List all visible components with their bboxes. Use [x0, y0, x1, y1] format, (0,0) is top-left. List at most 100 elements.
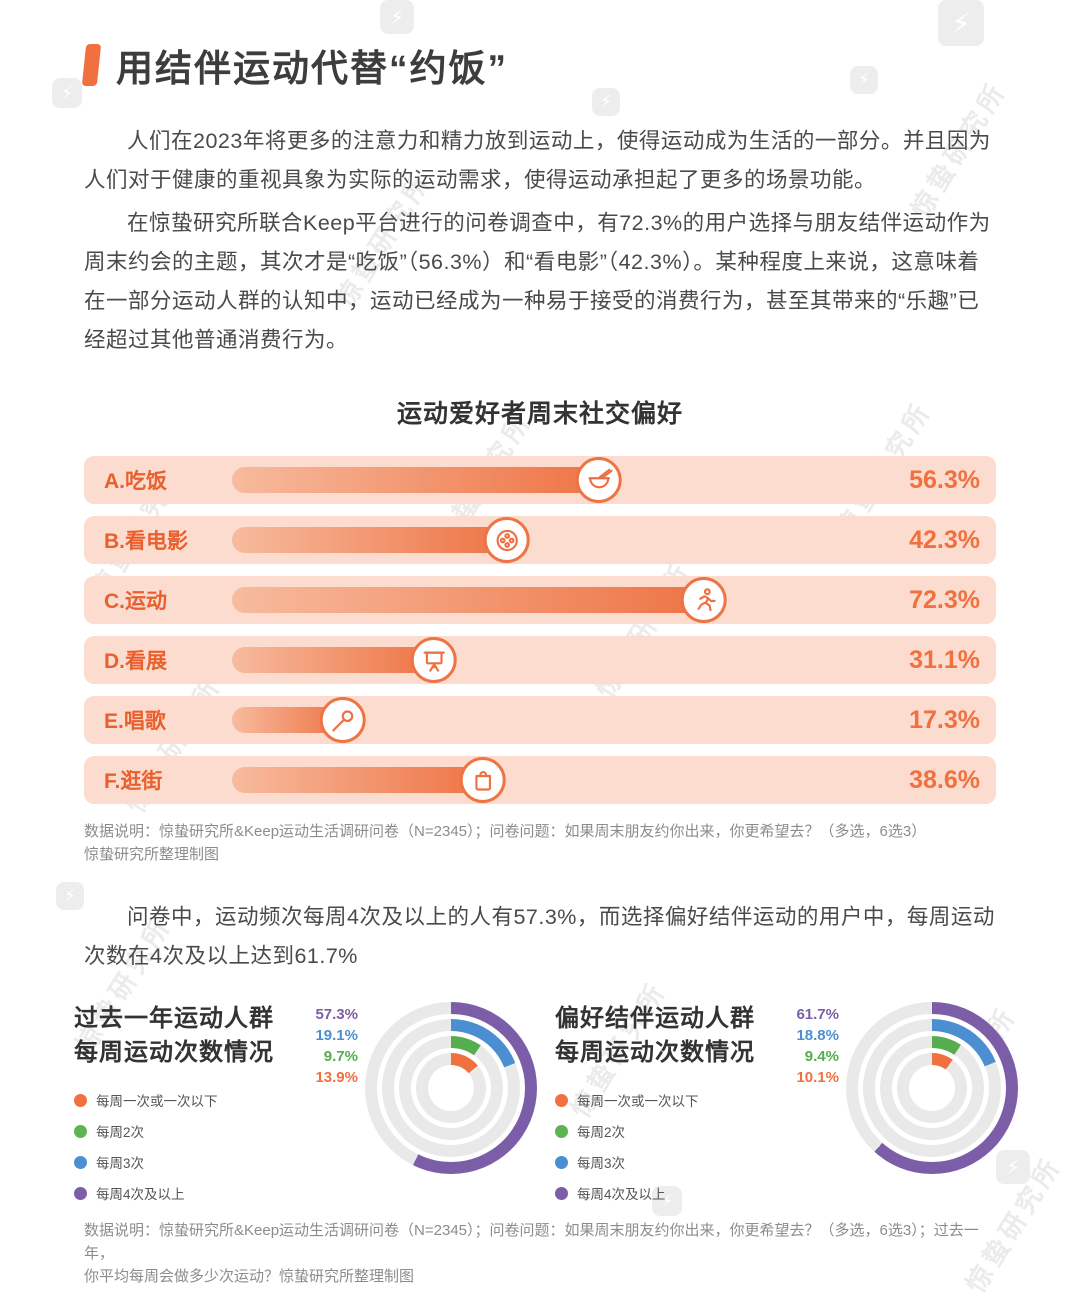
legend-label: 每周一次或一次以下 [577, 1094, 699, 1109]
donut-charts-section: 过去一年运动人群 每周运动次数情况 每周一次或一次以下 每周2次 每周3次 每周4次及… [74, 1002, 1018, 1203]
bar-row: C.运动 72.3% [84, 576, 996, 624]
bar-category-label: F.逛街 [104, 770, 163, 793]
bottom-note: 数据说明：惊蛰研究所&Keep运动生活调研问卷（N=2345）；问卷问题：如果周… [84, 1219, 996, 1288]
donut-value-label: 57.3% [315, 1006, 358, 1023]
donut-values: 57.3% 19.1% 9.7% 13.9% [302, 1002, 358, 1088]
donut-legend: 每周一次或一次以下 每周2次每周3次每周4次及以上 [555, 1090, 783, 1203]
page-header: 用结伴运动代替“约饭” [81, 38, 996, 92]
legend-item: 每周4次及以上 [555, 1183, 783, 1203]
legend-label: 每周一次或一次以下 [96, 1094, 218, 1109]
bar-row: F.逛街 38.6% [84, 756, 996, 804]
note-line: 你平均每周会做多少次运动？惊蛰研究所整理制图 [84, 1268, 415, 1285]
bar-fill [232, 647, 437, 673]
legend-color-dot [74, 1124, 87, 1138]
bar-track [232, 516, 888, 564]
bar-fill [232, 467, 602, 493]
bar-value-label: 42.3% [909, 525, 980, 554]
bar-value-label: 38.6% [909, 765, 980, 794]
donut-block-past-year: 过去一年运动人群 每周运动次数情况 每周一次或一次以下 每周2次每周3次每周4次及… [74, 1002, 537, 1203]
bar-track [232, 636, 888, 684]
donut-title-line2: 每周运动次数情况 [74, 1039, 274, 1066]
bar-category-label: A.吃饭 [104, 470, 167, 493]
donut-value-label: 9.7% [323, 1048, 358, 1065]
legend-label: 每周3次 [577, 1156, 626, 1171]
legend-item: 每周2次 [74, 1121, 302, 1141]
bar-fill [232, 527, 510, 553]
legend-color-dot [74, 1186, 87, 1200]
page-title: 用结伴运动代替“约饭” [116, 48, 508, 89]
bar-fill [232, 767, 486, 793]
intro-paragraph-1: 人们在2023年将更多的注意力和精力放到运动上，使得运动成为生活的一部分。并且因… [84, 129, 991, 192]
donut-left-column: 偏好结伴运动人群 每周运动次数情况 每周一次或一次以下 每周2次每周3次每周4次及… [555, 1002, 783, 1203]
runner-icon [680, 577, 727, 623]
legend-label: 每周4次及以上 [96, 1187, 185, 1202]
microphone-icon [320, 697, 367, 743]
donut-title: 偏好结伴运动人群 每周运动次数情况 [555, 1002, 783, 1070]
note-line: 数据说明：惊蛰研究所&Keep运动生活调研问卷（N=2345）；问卷问题：如果周… [84, 823, 927, 840]
bar-value-label: 56.3% [909, 465, 980, 494]
bar-chart-note: 数据说明：惊蛰研究所&Keep运动生活调研问卷（N=2345）；问卷问题：如果周… [84, 820, 996, 866]
bar-chart: A.吃饭 56.3% B.看电影 42.3% C.运动 72.3% D.看展 31.1% E.唱… [84, 456, 996, 804]
donut-value-label: 18.8% [796, 1027, 839, 1044]
legend-color-dot [555, 1124, 568, 1138]
legend-label: 每周2次 [96, 1125, 145, 1140]
bar-category-label: C.运动 [104, 590, 167, 613]
donut-chart [365, 1002, 537, 1174]
donut-chart [846, 1002, 1018, 1174]
legend-label: 每周3次 [96, 1156, 145, 1171]
donut-title-line2: 每周运动次数情况 [555, 1039, 755, 1066]
bar-row: D.看展 31.1% [84, 636, 996, 684]
donut-value-label: 61.7% [796, 1006, 839, 1023]
film-reel-icon [484, 517, 531, 563]
legend-color-dot [555, 1186, 568, 1200]
donut-value-label: 10.1% [796, 1069, 839, 1086]
note-line: 惊蛰研究所整理制图 [84, 846, 220, 863]
shopping-bag-icon [459, 757, 506, 803]
legend-color-dot [74, 1093, 87, 1107]
bar-track [232, 456, 888, 504]
bar-track [232, 756, 888, 804]
donut-ring-gap [909, 1065, 955, 1111]
donut-value-label: 9.4% [804, 1048, 839, 1065]
bar-row: A.吃饭 56.3% [84, 456, 996, 504]
bar-value-label: 72.3% [909, 585, 980, 614]
legend-color-dot [555, 1093, 568, 1107]
legend-item: 每周一次或一次以下 [555, 1090, 783, 1110]
bar-track [232, 576, 888, 624]
legend-item: 每周3次 [74, 1152, 302, 1172]
donut-ring-gap [428, 1065, 474, 1111]
bar-value-label: 17.3% [909, 705, 980, 734]
legend-item: 每周4次及以上 [74, 1183, 302, 1203]
bar-row: B.看电影 42.3% [84, 516, 996, 564]
legend-color-dot [74, 1155, 87, 1169]
donut-left-column: 过去一年运动人群 每周运动次数情况 每周一次或一次以下 每周2次每周3次每周4次及… [74, 1002, 302, 1203]
note-line: 数据说明：惊蛰研究所&Keep运动生活调研问卷（N=2345）；问卷问题：如果周… [84, 1222, 979, 1262]
legend-item: 每周3次 [555, 1152, 783, 1172]
easel-icon [410, 637, 457, 683]
donut-legend: 每周一次或一次以下 每周2次每周3次每周4次及以上 [74, 1090, 302, 1203]
donut-title-line1: 过去一年运动人群 [74, 1005, 274, 1032]
legend-label: 每周2次 [577, 1125, 626, 1140]
bar-category-label: E.唱歌 [104, 710, 166, 733]
bar-value-label: 31.1% [909, 645, 980, 674]
donut-values: 61.7% 18.8% 9.4% 10.1% [783, 1002, 839, 1088]
donut-title: 过去一年运动人群 每周运动次数情况 [74, 1002, 302, 1070]
intro-paragraph-2: 在惊蛰研究所联合Keep平台进行的问卷调查中，有72.3%的用户选择与朋友结伴运… [84, 211, 991, 352]
legend-color-dot [555, 1155, 568, 1169]
middle-paragraph: 问卷中，运动频次每周4次及以上的人有57.3%，而选择偏好结伴运动的用户中，每周… [84, 905, 995, 968]
bar-fill [232, 587, 707, 613]
bar-chart-title: 运动爱好者周末社交偏好 [396, 400, 683, 428]
bar-row: E.唱歌 17.3% [84, 696, 996, 744]
bar-track [232, 696, 888, 744]
donut-block-companion-preference: 偏好结伴运动人群 每周运动次数情况 每周一次或一次以下 每周2次每周3次每周4次及… [555, 1002, 1018, 1203]
legend-item: 每周一次或一次以下 [74, 1090, 302, 1110]
donut-title-line1: 偏好结伴运动人群 [555, 1005, 755, 1032]
legend-item: 每周2次 [555, 1121, 783, 1141]
title-accent-mark-icon [81, 44, 102, 86]
bar-category-label: B.看电影 [104, 530, 188, 553]
donut-value-label: 13.9% [315, 1069, 358, 1086]
bar-category-label: D.看展 [104, 650, 167, 673]
bowl-icon [576, 457, 623, 503]
donut-value-label: 19.1% [315, 1027, 358, 1044]
